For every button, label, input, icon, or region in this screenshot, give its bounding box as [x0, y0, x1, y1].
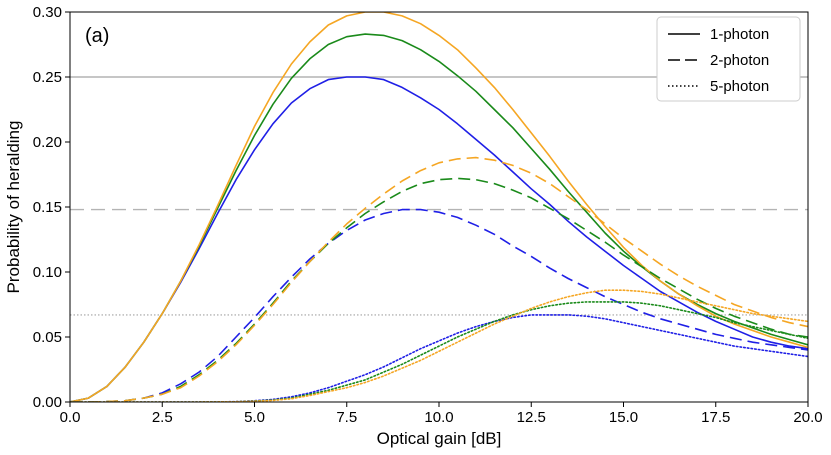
- series-1-photon-blue: [70, 76, 808, 402]
- x-tick-label: 2.5: [152, 409, 173, 426]
- panel-label: (a): [85, 25, 109, 47]
- series-5-photon-green: [70, 301, 808, 402]
- x-tick-label: 17.5: [701, 409, 730, 426]
- series-2-photon-blue: [70, 208, 808, 402]
- x-tick-label: 15.0: [609, 409, 638, 426]
- legend-label-1-photon: 1-photon: [710, 26, 769, 43]
- x-axis-ticks: 0.0 2.5 5.0 7.5 10.0 12.5 15.0 17.5 20.0: [60, 402, 823, 426]
- series-5-photon-blue: [70, 314, 808, 402]
- series-2-photon-green: [70, 177, 808, 402]
- x-tick-label: 0.0: [60, 409, 81, 426]
- series-2-photon-orange: [70, 156, 808, 402]
- series-5-photon-orange: [70, 289, 808, 402]
- x-tick-label: 12.5: [517, 409, 546, 426]
- y-tick-label: 0.00: [33, 394, 62, 411]
- y-tick-label: 0.10: [33, 264, 62, 281]
- legend-label-5-photon: 5-photon: [710, 78, 769, 95]
- x-tick-label: 7.5: [336, 409, 357, 426]
- reference-lines: [70, 76, 808, 316]
- series-lines: [70, 12, 808, 402]
- y-tick-label: 0.20: [33, 134, 62, 151]
- legend-label-2-photon: 2-photon: [710, 52, 769, 69]
- series-1-photon-orange: [70, 12, 808, 402]
- x-tick-label: 10.0: [424, 409, 453, 426]
- y-tick-label: 0.15: [33, 199, 62, 216]
- y-tick-label: 0.30: [33, 4, 62, 21]
- legend: 1-photon 2-photon 5-photon: [656, 16, 801, 102]
- y-tick-label: 0.05: [33, 329, 62, 346]
- x-tick-label: 5.0: [244, 409, 265, 426]
- x-tick-label: 20.0: [793, 409, 822, 426]
- y-axis-ticks: 0.00 0.05 0.10 0.15 0.20 0.25 0.30: [33, 4, 70, 411]
- y-tick-label: 0.25: [33, 69, 62, 86]
- y-axis-label: Probability of heralding: [4, 121, 23, 294]
- x-axis-label: Optical gain [dB]: [377, 429, 502, 448]
- legend-box: [656, 16, 801, 102]
